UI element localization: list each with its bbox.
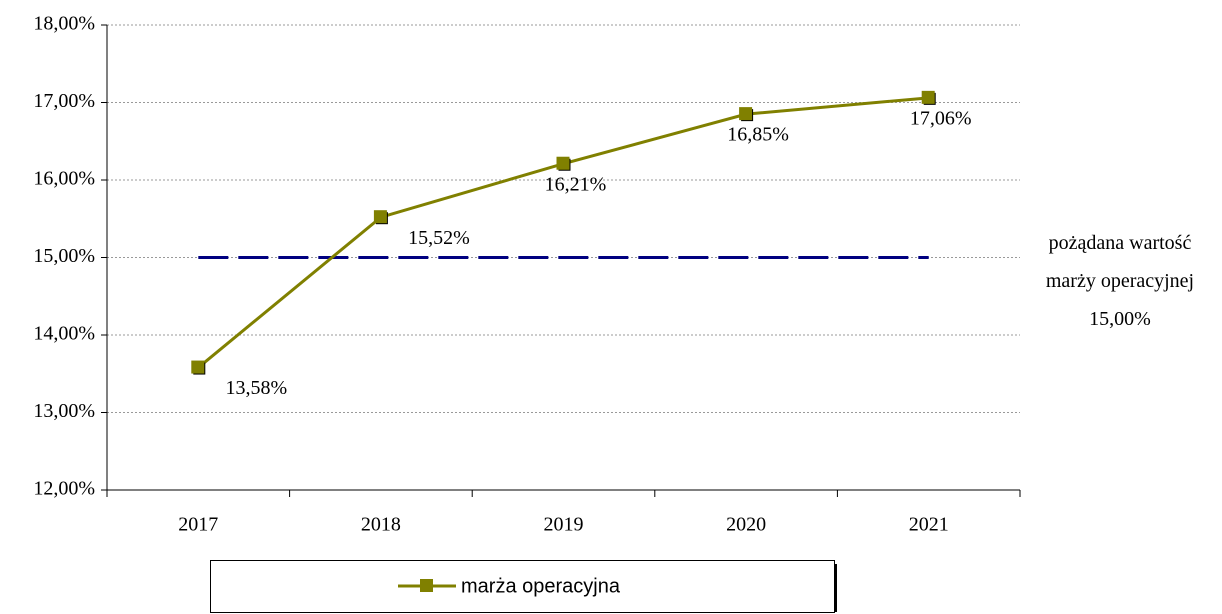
- reference-label: pożądana wartość: [1049, 232, 1192, 254]
- y-tick-label: 16,00%: [33, 168, 95, 190]
- marker: [191, 360, 205, 374]
- data-label: 16,21%: [545, 173, 607, 195]
- x-tick-label: 2020: [726, 514, 766, 536]
- marker: [739, 107, 753, 121]
- reference-label: marży operacyjnej: [1046, 270, 1194, 292]
- data-label: 16,85%: [727, 124, 789, 146]
- data-label: 13,58%: [225, 377, 287, 399]
- y-tick-label: 18,00%: [33, 13, 95, 35]
- x-tick-label: 2018: [361, 514, 401, 536]
- marker: [373, 210, 387, 224]
- x-tick-label: 2019: [544, 514, 584, 536]
- series-line: [197, 96, 929, 369]
- marker: [556, 156, 570, 170]
- x-tick-label: 2017: [178, 514, 218, 536]
- marker: [921, 90, 935, 104]
- legend-marker: [420, 579, 433, 592]
- data-label: 15,52%: [408, 227, 470, 249]
- y-tick-label: 13,00%: [33, 400, 95, 422]
- y-tick-label: 15,00%: [33, 245, 95, 267]
- y-tick-label: 17,00%: [33, 90, 95, 112]
- y-tick-label: 12,00%: [33, 478, 95, 500]
- reference-value-label: 15,00%: [1089, 308, 1151, 330]
- legend-label: marża operacyjna: [461, 575, 621, 597]
- x-tick-label: 2021: [909, 514, 949, 536]
- data-label: 17,06%: [910, 107, 972, 129]
- legend-box: [210, 560, 835, 613]
- y-tick-label: 14,00%: [33, 323, 95, 345]
